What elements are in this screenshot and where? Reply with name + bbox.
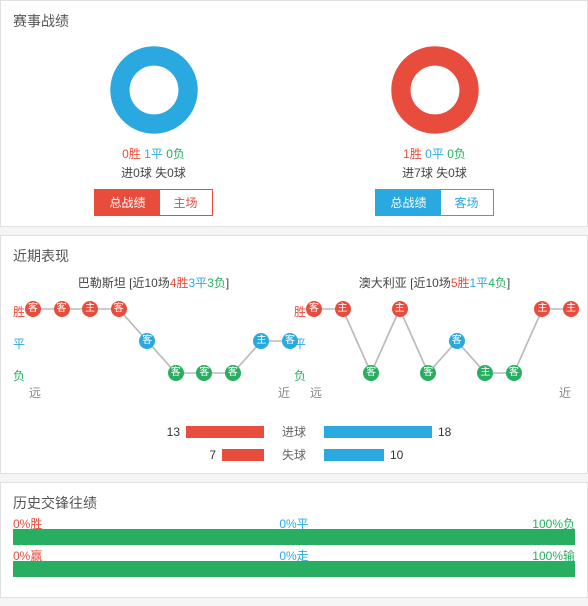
form-node: 客 (306, 301, 322, 317)
donut-chart (109, 45, 199, 135)
bar-value: 10 (390, 448, 403, 462)
recent-form-panel: 近期表现 巴勒斯坦 [近10场4胜3平3负] 胜平负远近客客主客客客客客主客 澳大利… (0, 235, 588, 474)
recent-header: 澳大利亚 [近10场5胜1平4负] (359, 274, 510, 291)
recent-team-col: 巴勒斯坦 [近10场4胜3平3负] 胜平负远近客客主客客客客客主客 (13, 274, 294, 401)
form-node: 客 (168, 365, 184, 381)
panel-title: 近期表现 (13, 246, 575, 266)
history-segment (13, 529, 575, 545)
axis-label-lose: 负 (13, 367, 25, 384)
bar-label: 失球 (264, 446, 324, 463)
form-node: 客 (506, 365, 522, 381)
form-node: 主 (563, 301, 579, 317)
form-node: 客 (420, 365, 436, 381)
form-node: 主 (253, 333, 269, 349)
history-row: 0%胜0%平100%负 (13, 529, 575, 545)
form-node: 主 (335, 301, 351, 317)
recent-team-col: 澳大利亚 [近10场5胜1平4负]胜平负远近客主客主客客主客主主 (294, 274, 575, 401)
record-tabs: 总战绩主场 (94, 189, 212, 216)
form-node: 主 (477, 365, 493, 381)
form-line-chart: 胜平负远近客主客主客客主客主主 (294, 297, 575, 387)
wdl-stats: 1胜 0平 0负 (403, 145, 466, 162)
donut-chart (390, 45, 480, 135)
form-node: 客 (111, 301, 127, 317)
form-node: 客 (225, 365, 241, 381)
wdl-stats: 0胜 1平 0负 (122, 145, 185, 162)
panel-title: 赛事战绩 (13, 11, 575, 31)
history-bar (13, 529, 575, 545)
bar-value: 7 (209, 448, 216, 462)
form-node: 客 (25, 301, 41, 317)
goals-line: 进0球 失0球 (121, 164, 186, 181)
record-tabs: 总战绩客场 (375, 189, 493, 216)
goals-line: 进7球 失0球 (402, 164, 467, 181)
match-record-panel: 赛事战绩 0胜 1平 0负进0球 失0球总战绩主场1胜 0平 0负进7球 失0球… (0, 0, 588, 227)
form-node: 客 (196, 365, 212, 381)
form-node: 客 (363, 365, 379, 381)
bar-value: 13 (167, 425, 180, 439)
axis-label-win: 胜 (13, 303, 25, 320)
panel-title: 历史交锋往绩 (13, 493, 575, 513)
tab[interactable]: 总战绩 (376, 190, 440, 215)
compare-bar-row: 7 失球 10 (13, 446, 575, 463)
form-node: 客 (54, 301, 70, 317)
axis-label-draw: 平 (294, 335, 306, 352)
tab[interactable]: 客场 (441, 190, 493, 215)
history-bar (13, 561, 575, 577)
form-node: 主 (392, 301, 408, 317)
history-segment (13, 561, 575, 577)
form-node: 主 (82, 301, 98, 317)
bar-left (222, 449, 264, 461)
form-node: 客 (449, 333, 465, 349)
form-node: 客 (139, 333, 155, 349)
axis-label-draw: 平 (13, 335, 25, 352)
team-col: 1胜 0平 0负进7球 失0球总战绩客场 (294, 39, 575, 216)
bar-label: 进球 (264, 423, 324, 440)
bar-value: 18 (438, 425, 451, 439)
bar-right (324, 426, 432, 438)
history-panel: 历史交锋往绩 0%胜0%平100%负 0%赢0%走100%输 (0, 482, 588, 598)
compare-bar-row: 13 进球 18 (13, 423, 575, 440)
tab[interactable]: 总战绩 (95, 190, 159, 215)
axis-label-win: 胜 (294, 303, 306, 320)
recent-header: 巴勒斯坦 [近10场4胜3平3负] (78, 274, 229, 291)
tab[interactable]: 主场 (160, 190, 212, 215)
history-row: 0%赢0%走100%输 (13, 561, 575, 577)
axis-label-lose: 负 (294, 367, 306, 384)
bar-right (324, 449, 384, 461)
team-col: 0胜 1平 0负进0球 失0球总战绩主场 (13, 39, 294, 216)
bar-left (186, 426, 264, 438)
form-line-chart: 胜平负远近客客主客客客客客主客 (13, 297, 294, 387)
form-node: 主 (534, 301, 550, 317)
